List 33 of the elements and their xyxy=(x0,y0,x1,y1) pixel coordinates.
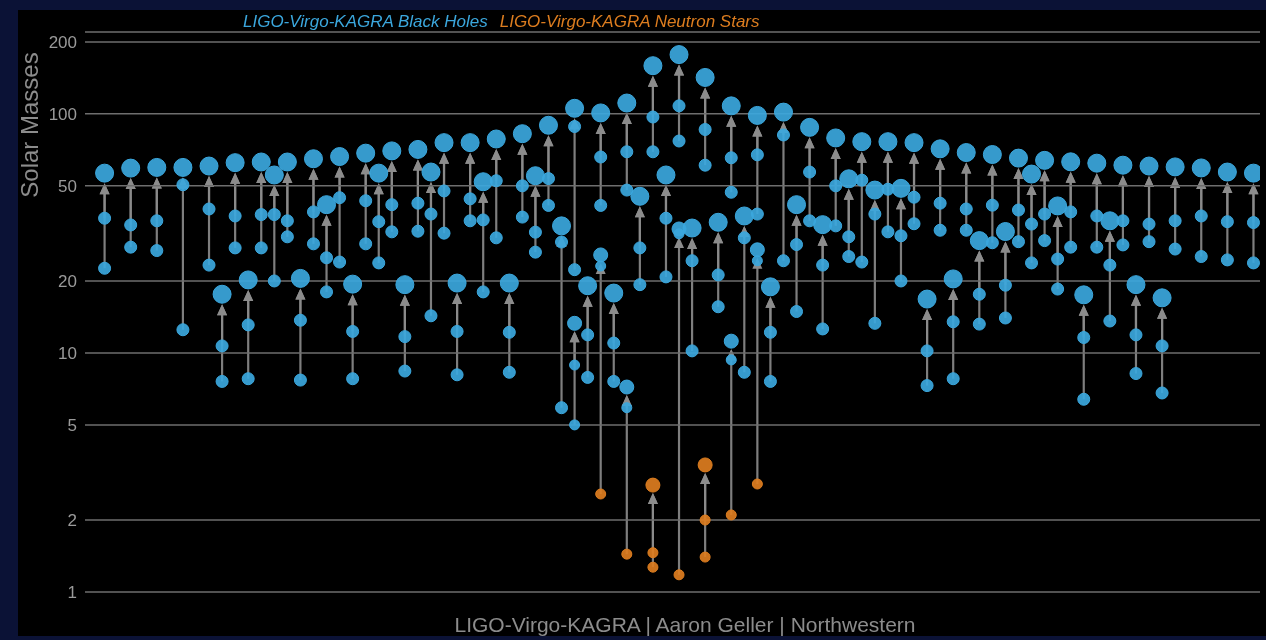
point xyxy=(647,547,659,559)
y-tick-label: 20 xyxy=(58,272,77,291)
y-tick-label: 5 xyxy=(67,415,77,435)
point xyxy=(569,419,581,431)
point xyxy=(645,477,661,493)
y-tick-label: 2 xyxy=(67,511,77,531)
y-tick-label: 10 xyxy=(58,343,77,363)
text: LIGO-Virgo-KAGRA | Aaron Geller | Northwestern xyxy=(454,613,916,637)
point xyxy=(751,478,763,490)
text: LIGO-Virgo-KAGRA Black Holes xyxy=(243,12,488,32)
point xyxy=(621,548,633,560)
y-axis-title: Solar Masses xyxy=(16,52,44,198)
point xyxy=(569,359,581,371)
y-tick-label: 50 xyxy=(58,176,77,196)
point xyxy=(647,561,659,573)
point xyxy=(725,509,737,521)
point xyxy=(593,247,609,263)
point xyxy=(697,457,713,473)
point xyxy=(723,333,739,349)
point xyxy=(673,228,685,240)
point xyxy=(567,315,583,331)
y-tick-label: 200 xyxy=(48,32,77,52)
point xyxy=(725,354,737,366)
point xyxy=(595,488,607,500)
point xyxy=(673,569,685,581)
point xyxy=(699,514,711,526)
text: LIGO-Virgo-KAGRA Neutron Stars xyxy=(499,12,760,32)
point xyxy=(619,379,635,395)
point xyxy=(621,402,633,414)
y-tick-label: 100 xyxy=(48,104,77,124)
point xyxy=(749,242,765,258)
point xyxy=(699,551,711,563)
y-tick-label: 1 xyxy=(67,583,77,603)
